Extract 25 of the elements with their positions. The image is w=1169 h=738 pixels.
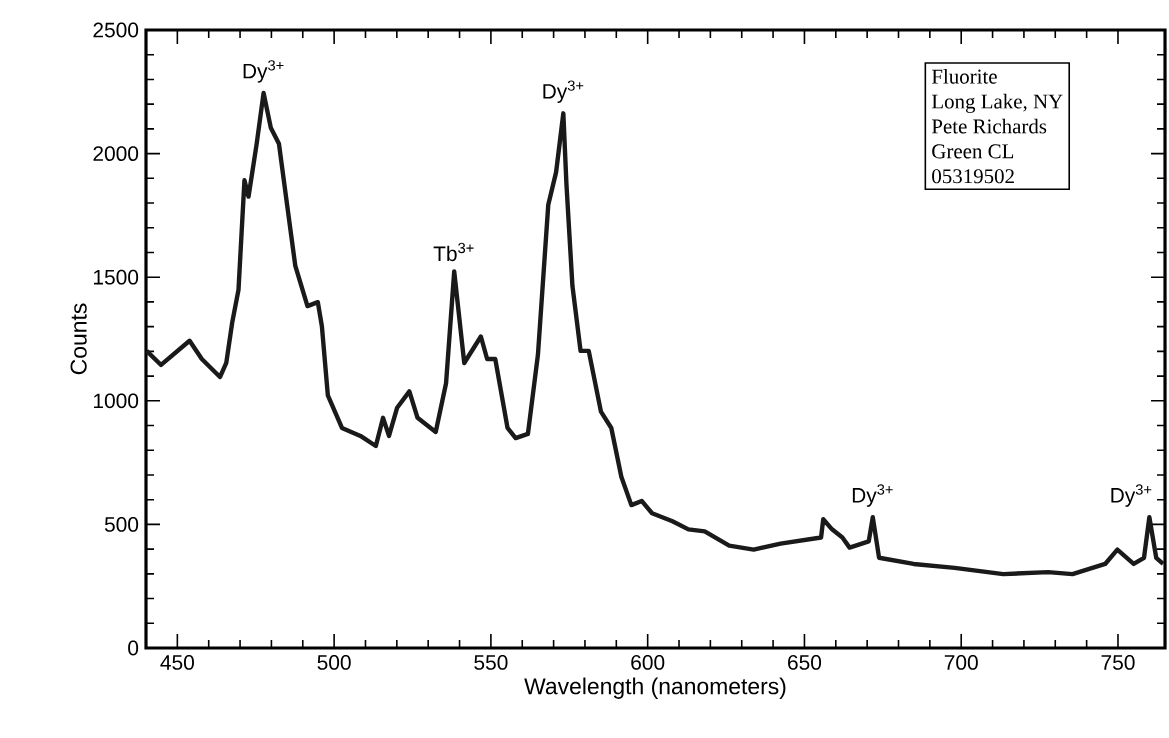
annotation: Dy$^{3+}$ <box>543 80 584 103</box>
annotation: Pete Richards <box>931 118 1047 134</box>
annotation: Tb$^{3+}$ <box>433 242 474 262</box>
annotation: Fluorite <box>931 68 997 84</box>
y-tick-label: 1000 <box>94 393 139 409</box>
y-tick-label: 500 <box>104 517 139 532</box>
annotation: 05319502 <box>932 169 1014 184</box>
y-tick-label: 2500 <box>93 22 139 38</box>
y-tick-label: 2000 <box>93 146 139 162</box>
x-tick-label: 750 <box>1101 655 1135 670</box>
x-tick-label: 600 <box>631 655 665 670</box>
x-tick-label: 650 <box>788 655 822 670</box>
x-tick-label: 700 <box>944 655 978 670</box>
annotation: Long Lake, NY <box>931 93 1063 113</box>
x-axis-title: Wavelength (nanometers) <box>524 677 786 699</box>
annotation: Dy$^{3+}$ <box>852 484 893 507</box>
y-axis-title: Counts <box>70 303 87 375</box>
x-tick-label: 500 <box>317 655 351 670</box>
annotation: Green CL <box>932 144 1014 159</box>
x-tick-label: 450 <box>160 655 194 670</box>
annotation: Dy$^{3+}$ <box>243 60 284 83</box>
y-tick-label: 1500 <box>94 269 139 285</box>
annotation: Dy$^{3+}$ <box>1111 484 1152 507</box>
y-tick-label: 0 <box>128 640 139 656</box>
x-tick-label: 550 <box>474 655 508 670</box>
